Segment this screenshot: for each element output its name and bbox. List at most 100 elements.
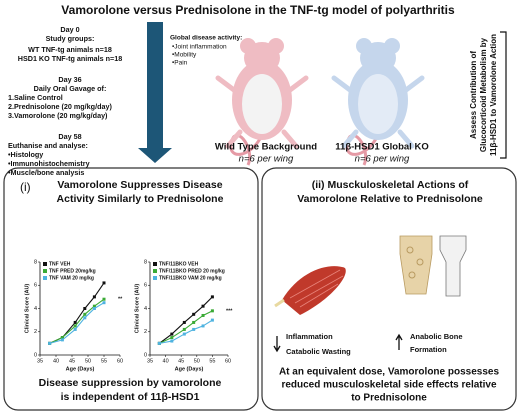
x-axis-label: Age (Days) — [66, 366, 95, 372]
timeline-arrow — [138, 22, 172, 163]
legend-label: TNF PRED 20mg/kg — [49, 268, 96, 274]
timeline-line: •Histology — [8, 150, 43, 159]
mouse-wt — [215, 38, 309, 166]
panel-tag: (i) — [20, 180, 31, 194]
timeline-line: HSD1 KO TNF-tg animals n=18 — [18, 54, 122, 63]
conclusion: to Prednisolone — [351, 393, 427, 404]
legend-label: TNF/11BKO VEH — [159, 261, 199, 267]
y-axis-label: Clinical Score (AU) — [134, 284, 140, 334]
bone-effect: Formation — [410, 345, 447, 354]
x-tick-label: 50 — [194, 358, 200, 364]
y-tick-label: 0 — [34, 352, 37, 358]
side-line: Glucocorticoid Metabolism by — [479, 37, 488, 152]
conclusion: At an equivalent dose, Vamorolone posses… — [279, 367, 500, 378]
point — [192, 312, 196, 316]
x-tick-label: 55 — [209, 358, 215, 364]
global-title: Global disease activity: — [170, 35, 242, 42]
legend-label: TNF VEH — [49, 261, 71, 267]
legend-swatch — [43, 262, 47, 266]
muscle-effect: Inflammation — [286, 332, 333, 341]
legend-swatch — [153, 276, 157, 280]
point — [92, 304, 96, 308]
timeline-line: Daily Oral Gavage of: — [34, 84, 107, 93]
point — [210, 318, 214, 322]
point — [60, 338, 64, 342]
global-item: •Pain — [172, 60, 188, 67]
side-line: 11β-HSD1 to Vamorolone Action — [489, 34, 498, 156]
point — [210, 295, 214, 299]
bone-effect: Anabolic Bone — [410, 332, 463, 341]
point — [157, 341, 161, 345]
timeline-line: Euthanise and analyse: — [8, 141, 88, 150]
point — [170, 336, 174, 340]
point — [48, 341, 52, 345]
bone-icon — [399, 235, 467, 297]
muscle-effect: Catabolic Wasting — [286, 347, 351, 356]
mouse-n: n=6 per wing — [239, 154, 294, 165]
mouse-ko — [331, 38, 425, 166]
x-tick-label: 60 — [117, 358, 123, 364]
side-note: Assess Contribution of Glucocorticoid Me… — [469, 34, 498, 156]
x-tick-label: 55 — [101, 358, 107, 364]
legend-label: TNF VAM 20 mg/kg — [49, 275, 94, 281]
mouse-label: 11β-HSD1 Global KO — [335, 142, 428, 153]
significance: ** — [118, 297, 123, 303]
x-axis-label: Age (Days) — [175, 366, 204, 372]
point — [73, 324, 77, 328]
x-tick-label: 45 — [178, 358, 184, 364]
x-tick-label: 35 — [147, 358, 153, 364]
panel-footer: Disease suppression by vamorolone — [39, 377, 222, 389]
panel-heading: Vamorolone Relative to Prednisolone — [297, 193, 483, 205]
timeline-line: 3.Vamorolone (20 mg/kg/day) — [8, 111, 108, 120]
down-arrow — [273, 336, 281, 353]
timeline-day: Day 36 — [58, 75, 81, 84]
point — [83, 312, 87, 316]
timeline-day: Day 58 — [58, 132, 81, 141]
timeline-line: WT TNF-tg animals n=18 — [28, 45, 112, 54]
point — [170, 339, 174, 343]
y-tick-label: 6 — [144, 283, 147, 289]
point — [73, 320, 77, 324]
point — [73, 327, 77, 331]
panel-heading: Activity Similarly to Prednisolone — [57, 193, 224, 205]
y-tick-label: 4 — [144, 306, 147, 312]
panel-heading: Vamorolone Suppresses Disease — [57, 179, 222, 191]
series-line — [159, 296, 213, 344]
mouse-n: n=6 per wing — [355, 154, 410, 165]
point — [201, 324, 205, 328]
x-tick-label: 35 — [37, 358, 43, 364]
legend-label: TNF/11BKO PRED 20 mg/kg — [159, 268, 225, 274]
legend-label: TNF/11BKO VAM 20 mg/kg — [159, 275, 222, 281]
point — [192, 327, 196, 331]
side-line: Assess Contribution of — [469, 51, 478, 139]
point — [182, 327, 186, 331]
significance: *** — [226, 308, 233, 314]
series-line — [49, 282, 105, 344]
point — [201, 304, 205, 308]
point — [192, 320, 196, 324]
panel-i — [3, 167, 259, 411]
timeline-day: Day 0 — [60, 25, 79, 34]
global-item: •Mobility — [172, 52, 197, 59]
y-tick-label: 2 — [34, 329, 37, 335]
series-line — [159, 310, 213, 344]
y-tick-label: 2 — [144, 329, 147, 335]
point — [83, 316, 87, 320]
point — [201, 313, 205, 317]
timeline-line: 1.Saline Control — [8, 93, 63, 102]
point — [92, 307, 96, 310]
conclusion: reduced musculoskeletal side effects rel… — [281, 380, 497, 391]
timeline-line: •Muscle/bone analysis — [8, 168, 84, 177]
x-tick-label: 45 — [69, 358, 75, 364]
point — [182, 320, 186, 324]
series-line — [49, 298, 105, 344]
x-tick-label: 40 — [163, 358, 169, 364]
y-tick-label: 4 — [34, 306, 37, 312]
point — [102, 301, 106, 305]
x-tick-label: 40 — [53, 358, 59, 364]
point — [210, 309, 214, 313]
series-line — [49, 302, 105, 344]
y-tick-label: 6 — [34, 283, 37, 289]
